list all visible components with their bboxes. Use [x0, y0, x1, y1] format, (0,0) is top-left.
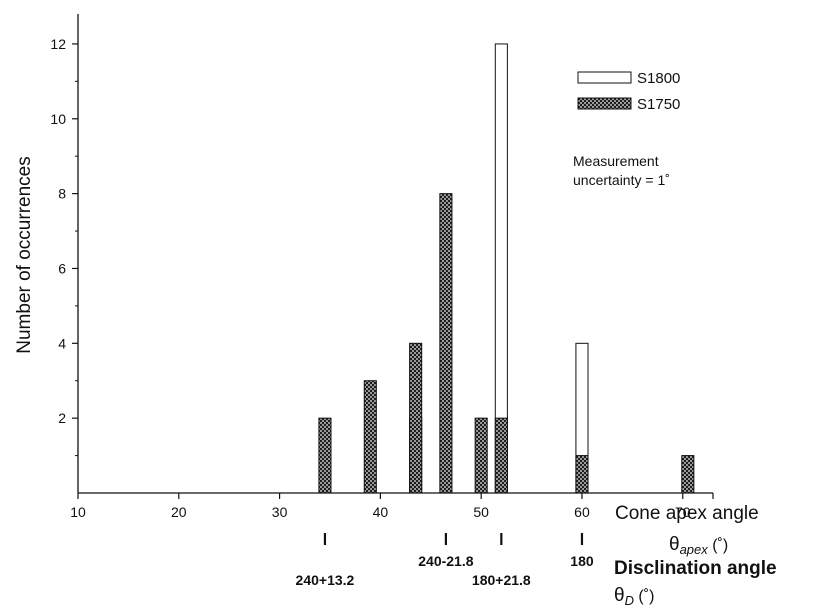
secondary-axis-symbol: θD (˚)	[614, 585, 654, 606]
bar-s1750	[575, 455, 589, 494]
secondary-axis-unit: (˚)	[634, 588, 654, 605]
bar-s1750	[681, 455, 695, 494]
x-axis-unit: (˚)	[708, 537, 728, 554]
x-axis-title: Cone apex angle	[615, 503, 759, 524]
legend: S1800 S1750	[577, 70, 680, 113]
x-tick-label: 50	[473, 504, 489, 520]
annotation: Measurement uncertainty = 1˚	[573, 153, 670, 188]
y-tick-label: 6	[58, 260, 66, 276]
secondary-axis-symbol-theta: θ	[614, 585, 625, 606]
y-tick-label: 2	[58, 410, 66, 426]
x-axis-subscript: apex	[680, 542, 709, 557]
bar-s1750	[363, 380, 377, 494]
x-tick-label: 30	[272, 504, 288, 520]
bars-layer	[318, 43, 695, 494]
y-tick-label: 4	[58, 335, 66, 351]
bar-s1750	[474, 417, 488, 494]
x-tick-label: 20	[171, 504, 187, 520]
y-tick-label: 8	[58, 186, 66, 202]
disclination-label: 180+21.8	[472, 572, 531, 588]
x-ticks: 10 20 30 40 50 60 70	[70, 493, 714, 520]
annotation-line-1: Measurement	[573, 153, 659, 169]
x-axis-symbol-theta: θ	[669, 534, 680, 555]
annotation-line-2: uncertainty = 1˚	[573, 172, 670, 188]
secondary-axis-title: Disclination angle	[614, 558, 777, 579]
disclination-label: 180	[570, 553, 594, 569]
x-axis-symbol: θapex (˚)	[669, 534, 728, 557]
y-axis-title: Number of occurrences	[14, 156, 35, 353]
legend-swatch-s1750	[577, 97, 632, 110]
x-tick-label: 60	[574, 504, 590, 520]
x-tick-label: 10	[70, 504, 86, 520]
y-tick-label: 12	[50, 36, 66, 52]
y-tick-label: 10	[50, 111, 66, 127]
bar-s1750	[409, 342, 423, 494]
y-ticks: 2 4 6 8 10 12	[50, 36, 78, 457]
disclination-label: 240+13.2	[296, 572, 355, 588]
legend-swatch-s1800	[577, 71, 632, 84]
axes-layer	[77, 14, 713, 494]
bar-s1750	[318, 417, 332, 494]
secondary-axis: 240+13.2 240-21.8 180+21.8 180	[296, 533, 594, 588]
disclination-label: 240-21.8	[418, 553, 473, 569]
x-tick-label: 40	[373, 504, 389, 520]
legend-label-s1750: S1750	[637, 96, 680, 113]
bar-s1750	[439, 193, 453, 494]
x-tick-label: 70	[675, 504, 691, 520]
legend-label-s1800: S1800	[637, 70, 680, 87]
bar-s1750	[494, 417, 508, 494]
secondary-axis-subscript: D	[625, 593, 634, 606]
